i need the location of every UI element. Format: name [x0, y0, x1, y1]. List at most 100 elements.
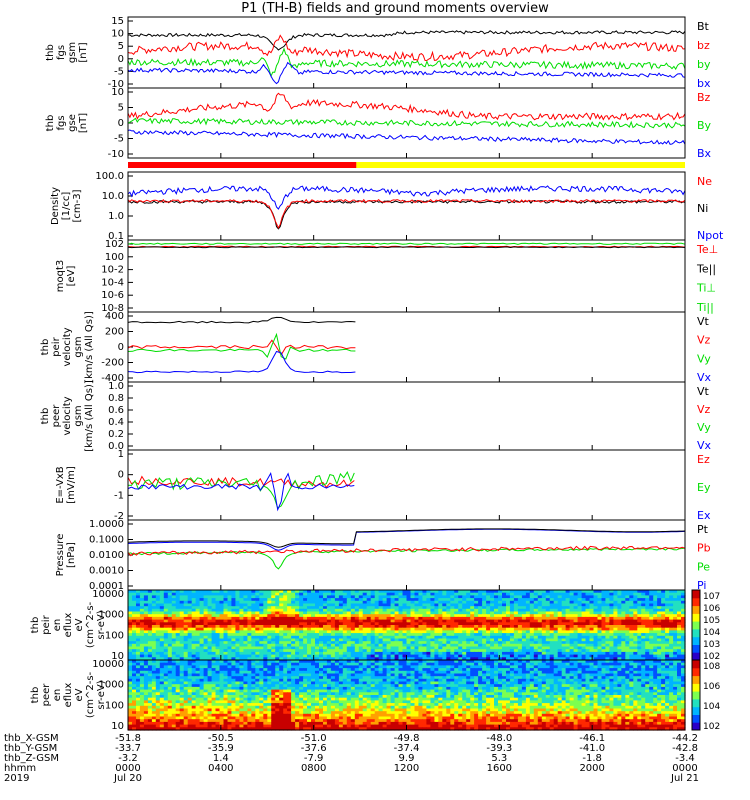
spectrogram-cell [362, 606, 368, 610]
series-line-blue [127, 129, 686, 145]
spectrogram-cell [418, 635, 423, 640]
spectrogram-cell [597, 630, 603, 634]
spectrogram-cell [366, 635, 372, 640]
spectrogram-cell [525, 611, 531, 615]
spectrogram-cell [458, 673, 463, 677]
spectrogram-cell [263, 627, 268, 631]
spectrogram-cell [219, 619, 225, 623]
spectrogram-cell [410, 622, 416, 626]
spectrogram-cell [494, 630, 499, 634]
spectrogram-cell [323, 649, 328, 653]
spectrogram-cell [338, 630, 344, 634]
spectrogram-cell [637, 668, 642, 672]
spectrogram-cell [366, 592, 372, 596]
spectrogram-cell [346, 654, 352, 658]
spectrogram-cell [621, 676, 626, 680]
spectrogram-cell [235, 668, 240, 672]
spectrogram-cell [581, 633, 587, 637]
spectrogram-cell [533, 590, 539, 594]
spectrogram-cell [303, 643, 308, 648]
spectrogram-cell [255, 630, 260, 634]
spectrogram-cell [637, 660, 642, 664]
spectrogram-cell [139, 673, 145, 677]
spectrogram-cell [366, 619, 372, 623]
spectrogram-cell [239, 600, 244, 605]
spectrogram-cell [319, 654, 324, 658]
spectrogram-cell [673, 635, 678, 640]
spectrogram-cell [235, 651, 240, 656]
spectrogram-cell [307, 673, 312, 677]
spectrogram-cell [255, 595, 260, 599]
spectrogram-cell [557, 638, 563, 642]
spectrogram-cell [271, 625, 276, 629]
spectrogram-cell [179, 654, 185, 658]
spectrogram-cell [319, 657, 324, 661]
spectrogram-cell [490, 630, 495, 634]
spectrogram-cell [649, 670, 654, 675]
spectrogram-cell [589, 627, 595, 631]
spectrogram-cell [263, 600, 268, 605]
spectrogram-cell [673, 641, 678, 645]
spectrogram-cell [283, 606, 288, 610]
spectrogram-cell [629, 611, 634, 615]
spectrogram-cell [136, 668, 141, 672]
spectrogram-cell [267, 627, 272, 631]
spectrogram-cell [541, 673, 547, 677]
spectrogram-cell [414, 590, 420, 594]
spectrogram-cell [529, 662, 535, 666]
spectrogram-cell [641, 619, 646, 623]
spectrogram-cell [553, 649, 559, 653]
spectrogram-cell [139, 643, 145, 648]
spectrogram-cell [267, 660, 272, 664]
spectrogram-cell [533, 641, 539, 645]
spectrogram-cell [593, 665, 599, 669]
spectrogram-cell [378, 660, 384, 664]
spectrogram-cell [243, 622, 248, 626]
spectrogram-cell [183, 592, 189, 596]
spectrogram-cell [474, 595, 479, 599]
spectrogram-cell [147, 643, 153, 648]
spectrogram-cell [346, 611, 352, 615]
spectrogram-cell [338, 590, 344, 594]
spectrogram-cell [323, 670, 328, 675]
spectrogram-cell [577, 649, 583, 653]
spectrogram-cell [323, 660, 328, 664]
spectrogram-cell [438, 633, 443, 637]
spectrogram-cell [370, 646, 376, 650]
spectrogram-cell [502, 590, 507, 594]
spectrogram-cell [179, 627, 185, 631]
spectrogram-cell [279, 676, 284, 680]
spectrogram-cell [486, 598, 491, 602]
spectrogram-cell [549, 603, 555, 607]
spectrogram-cell [454, 603, 459, 607]
spectrogram-cell [354, 635, 360, 640]
spectrogram-cell [346, 649, 352, 653]
spectrogram-cell [677, 595, 682, 599]
spectrogram-cell [346, 662, 352, 666]
spectrogram-cell [601, 643, 607, 648]
spectrogram-cell [195, 608, 201, 613]
spectrogram-cell [414, 625, 420, 629]
spectrogram-cell [454, 641, 459, 645]
spectrogram-cell [621, 651, 626, 656]
spectrogram-cell [207, 625, 213, 629]
spectrogram-cell [418, 662, 423, 666]
spectrogram-cell [541, 611, 547, 615]
spectrogram-cell [490, 619, 495, 623]
series-line-red [127, 198, 686, 230]
spectrogram-cell [279, 635, 284, 640]
spectrogram-cell [533, 592, 539, 596]
spectrogram-cell [390, 600, 396, 605]
spectrogram-cell [625, 633, 630, 637]
spectrogram-cell [151, 668, 157, 672]
spectrogram-cell [482, 595, 487, 599]
spectrogram-cell [330, 678, 336, 683]
spectrogram-cell [577, 665, 583, 669]
spectrogram-cell [581, 668, 587, 672]
spectrogram-cell [482, 598, 487, 602]
spectrogram-cell [517, 638, 523, 642]
spectrogram-cell [657, 670, 662, 675]
spectrogram-cell [605, 638, 610, 642]
spectrogram-cell [478, 646, 483, 650]
spectrogram-cell [446, 654, 451, 658]
